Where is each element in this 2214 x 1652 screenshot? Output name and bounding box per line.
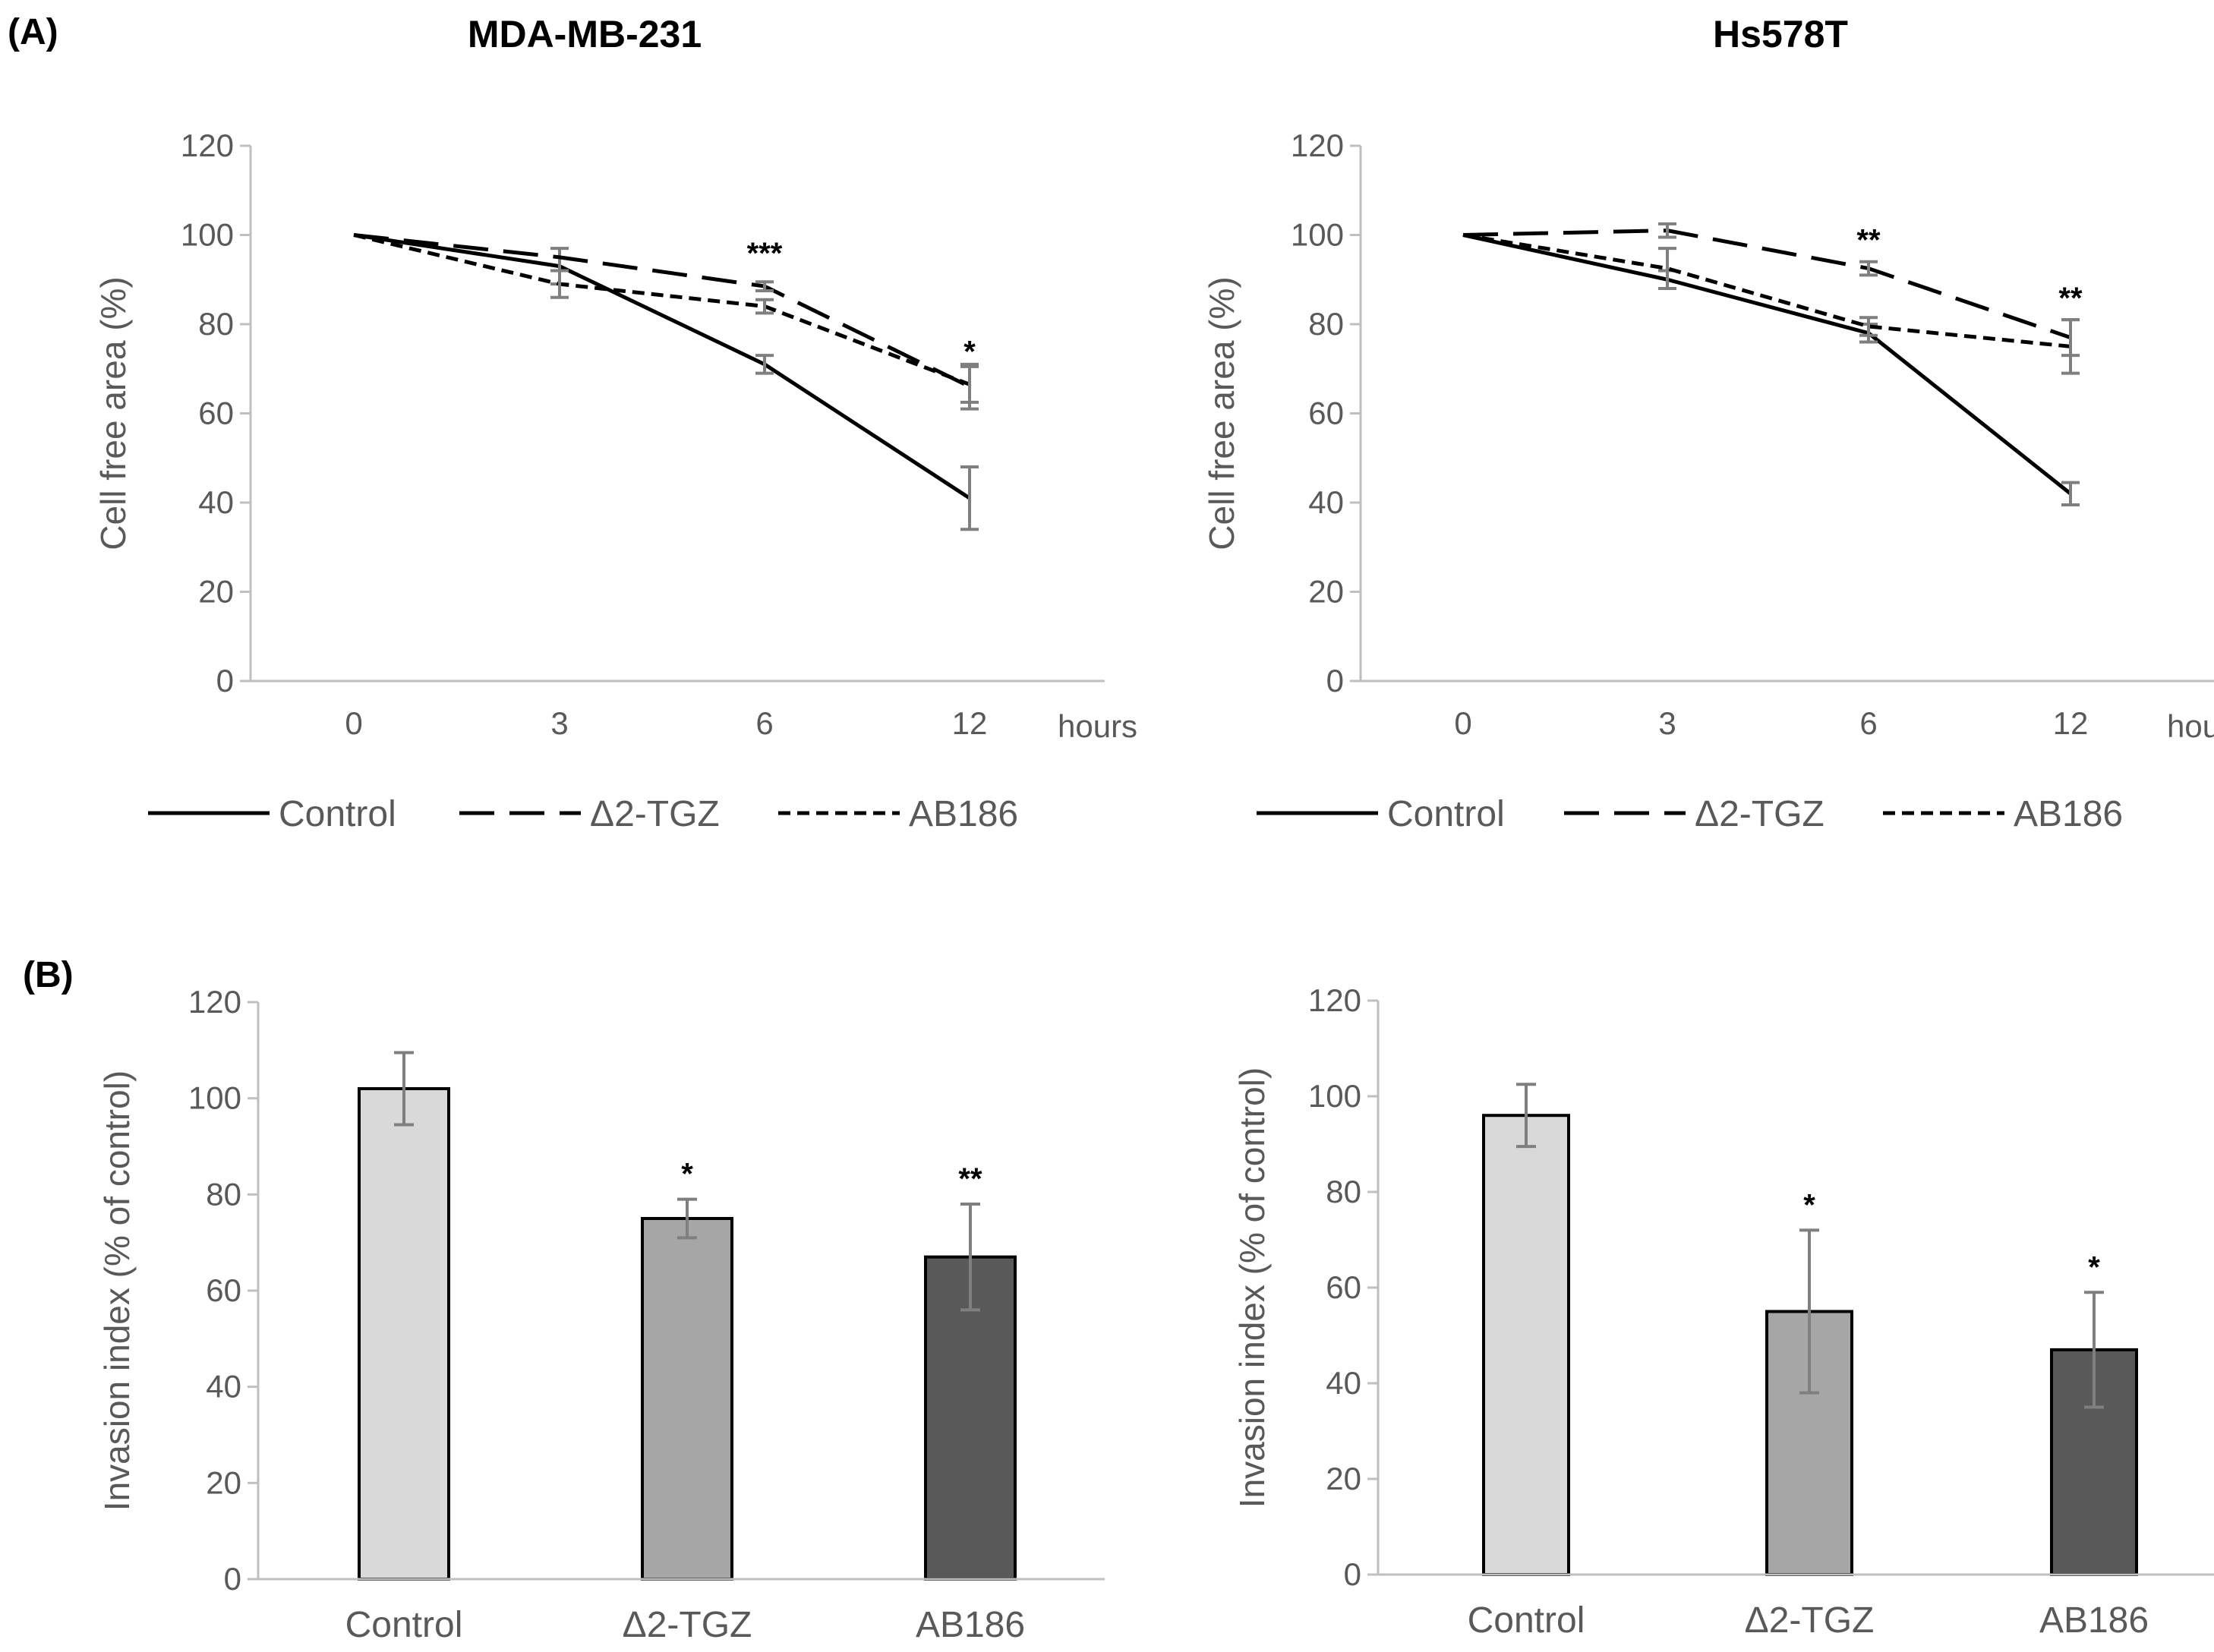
x-tick-label: 6 [755,705,773,741]
significance-marker: ** [2058,282,2083,315]
y-tick-label: 60 [1308,396,1344,431]
x-tick-label: 0 [1454,705,1471,741]
series-line-1 [1462,229,2071,339]
y-tick-label: 120 [1308,982,1361,1018]
y-tick-label: 60 [198,396,234,431]
significance-marker: * [2088,1250,2100,1284]
bar-chart-invasion-hs578t: 0 20 40 60 80 100 120 Invasion index (% of cont… [1232,982,2214,1641]
legend-label: AB186 [909,794,1018,834]
significance-marker: * [964,335,976,368]
y-tick-label: 120 [188,984,241,1020]
y-tick-label: 100 [188,1080,241,1116]
x-tick-label: 3 [1658,705,1676,741]
chart-title: MDA-MB-231 [468,13,702,55]
category-label: Control [345,1605,463,1645]
legend-label: Δ2-TGZ [590,794,720,834]
bar [358,1087,450,1581]
series-line-0 [1462,233,2072,496]
category-label: AB186 [916,1605,1025,1645]
category-label: Δ2-TGZ [1745,1600,1875,1641]
y-tick-label: 40 [206,1369,241,1405]
y-axis-title: Invasion index (% of control) [97,1070,137,1511]
x-tick-label: 12 [952,705,988,741]
legend-label: Control [1387,794,1505,834]
series-line-2 [353,233,970,386]
significance-marker: * [681,1158,693,1191]
panel-a-label: (A) [8,12,58,52]
category-label: AB186 [2039,1600,2149,1641]
bar [1482,1114,1570,1576]
y-tick-label: 0 [224,1561,241,1597]
y-tick-label: 20 [1326,1461,1361,1496]
y-tick-label: 20 [1308,574,1344,610]
y-axis-title: Cell free area (%) [1202,276,1241,550]
x-tick-label: 3 [550,705,568,741]
line-chart-hs578t: Hs578T 0 20 40 60 80 100 120 Cell free area (%) 0… [1202,13,2214,834]
y-tick-label: 40 [1308,484,1344,520]
legend-label: AB186 [2014,794,2123,834]
y-axis-title: Cell free area (%) [93,276,133,550]
y-tick-label: 40 [1326,1365,1361,1401]
y-tick-label: 100 [181,217,234,253]
y-tick-label: 0 [1326,663,1344,698]
series-line-0 [353,233,971,500]
x-tick-label: 12 [2053,705,2089,741]
significance-marker: ** [958,1162,982,1196]
y-tick-label: 80 [206,1176,241,1212]
legend-label: Δ2-TGZ [1695,794,1824,834]
y-tick-label: 80 [198,306,234,342]
y-tick-label: 40 [198,484,234,520]
chart-title: Hs578T [1713,13,1848,55]
y-axis-title: Invasion index (% of control) [1232,1067,1272,1508]
significance-marker: *** [747,237,783,270]
y-tick-label: 20 [198,574,234,610]
y-tick-label: 100 [1308,1078,1361,1114]
y-tick-label: 60 [206,1272,241,1308]
y-tick-label: 100 [1291,217,1344,253]
y-tick-label: 80 [1326,1174,1361,1209]
y-tick-label: 0 [1344,1556,1361,1592]
x-tick-label: 6 [1859,705,1877,741]
y-tick-label: 0 [216,663,234,698]
x-axis-title: hours [2167,708,2214,744]
panel-b-label: (B) [23,955,74,995]
series-line-2 [1462,233,2071,348]
significance-marker: * [1803,1188,1815,1222]
category-label: Control [1468,1600,1585,1641]
y-tick-label: 80 [1308,306,1344,342]
y-tick-label: 60 [1326,1269,1361,1305]
y-tick-label: 120 [1291,128,1344,163]
legend-label: Control [279,794,396,834]
bar-chart-invasion-mda-mb-231: 0 20 40 60 80 100 120 Invasion index (% of cont… [97,984,1105,1645]
series-line-1 [353,233,971,389]
x-tick-label: 0 [345,705,362,741]
significance-marker: ** [1856,223,1881,257]
y-tick-label: 120 [181,128,234,163]
category-label: Δ2-TGZ [623,1605,752,1645]
y-tick-label: 20 [206,1464,241,1500]
x-axis-title: hours [1058,708,1137,744]
bar [641,1217,733,1581]
